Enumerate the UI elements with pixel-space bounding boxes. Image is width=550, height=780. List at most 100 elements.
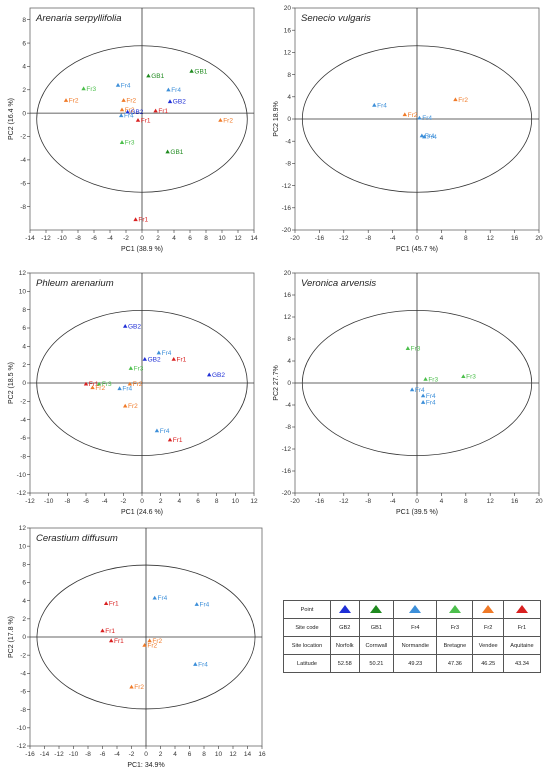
x-tick-label: 8 — [464, 235, 468, 242]
data-point-marker — [165, 149, 170, 154]
x-tick-label: 16 — [511, 498, 519, 505]
data-point-label: Fr2 — [134, 684, 144, 691]
data-point-marker — [405, 346, 411, 350]
y-tick-label: 6 — [22, 40, 26, 47]
x-tick-label: 12 — [229, 751, 237, 758]
data-point-marker — [372, 102, 377, 107]
data-point-marker — [133, 217, 138, 222]
data-point-label: Fr1 — [109, 601, 119, 608]
legend-table: Point Site code GB2 GB1 Fr4 Fr3 Fr2 Fr1 … — [283, 600, 542, 673]
y-tick-label: -10 — [17, 725, 27, 732]
legend-row-latitude: Latitude 52.58 50.21 49.23 47.36 46.25 4… — [283, 654, 542, 673]
y-tick-label: -20 — [282, 490, 292, 497]
data-point-label: Fr4 — [121, 82, 131, 89]
x-tick-label: 6 — [196, 498, 200, 505]
x-tick-label: 0 — [415, 498, 419, 505]
y-axis-label: PC2 (17.8 %) — [8, 616, 15, 658]
x-tick-label: -2 — [129, 751, 135, 758]
data-point-marker — [420, 393, 426, 398]
data-point-label: Fr2 — [128, 403, 138, 410]
y-tick-label: -8 — [285, 161, 291, 168]
x-tick-label: -2 — [123, 235, 129, 242]
data-point-label: Fr2 — [69, 98, 79, 105]
x-tick-label: 8 — [215, 498, 219, 505]
x-tick-label: -8 — [85, 751, 91, 758]
data-point-label: Fr2 — [147, 642, 157, 649]
legend-header-point: Point — [283, 600, 331, 619]
y-tick-label: 8 — [287, 336, 291, 343]
chart-phleum-svg: -12 -10 -8 -6 -4 -2 0 2 4 6 8 10 12 -12 -10 -8 -6 -4 -2 0 2 4… — [8, 270, 258, 516]
triangle-icon — [338, 604, 351, 613]
chart-title: Senecio vulgaris — [301, 13, 371, 24]
y-tick-label: -20 — [282, 227, 292, 234]
y-tick-label: -6 — [20, 689, 26, 696]
data-point-label: Fr4 — [122, 386, 132, 393]
legend-cell: Norfolk — [330, 636, 360, 655]
data-point-marker — [171, 356, 176, 361]
data-point-marker — [103, 601, 109, 605]
y-tick-label: -2 — [20, 399, 26, 406]
data-point-label: Fr1 — [138, 217, 148, 224]
legend-symbol-fr2 — [472, 600, 504, 619]
legend-row-label: Latitude — [283, 654, 331, 673]
y-tick-label: 2 — [22, 362, 26, 369]
legend-row-site-code: Site code GB2 GB1 Fr4 Fr3 Fr2 Fr1 — [283, 618, 542, 637]
x-tick-label: -16 — [25, 751, 35, 758]
x-tick-label: -12 — [41, 235, 51, 242]
x-tick-label: 8 — [464, 498, 468, 505]
chart-arenaria-svg: -14 -12 -10 -8 -6 -4 -2 0 2 4 6 8 10 12 14 -8 -6 -4 -2 0 2 4 6… — [8, 7, 258, 253]
data-point-marker — [461, 374, 466, 378]
y-tick-label: -12 — [282, 446, 292, 453]
x-tick-label: 4 — [440, 235, 444, 242]
data-point-label: Fr2 — [408, 112, 418, 119]
x-tick-label: 16 — [258, 751, 266, 758]
y-axis-label: PC2 18.9% — [273, 101, 280, 136]
y-tick-label: -8 — [20, 707, 26, 714]
x-tick-label: 12 — [250, 498, 258, 505]
legend-cell: Vendee — [472, 636, 504, 655]
data-point-marker — [189, 68, 194, 73]
data-point-label: Fr4 — [200, 602, 210, 609]
legend-symbol-fr1 — [502, 600, 542, 619]
data-point-marker — [417, 115, 422, 120]
legend-cell: 49.23 — [393, 654, 438, 673]
x-tick-label: 2 — [159, 498, 163, 505]
y-tick-label: 10 — [19, 289, 27, 296]
data-point-label: Fr3 — [134, 366, 144, 373]
x-axis-label: PC1 (38.9 %) — [121, 246, 163, 253]
x-tick-label: 12 — [487, 498, 495, 505]
data-point-label: Fr3 — [125, 140, 135, 147]
triangle-icon — [448, 604, 461, 613]
legend-cell: Normandie — [393, 636, 438, 655]
x-tick-label: -4 — [114, 751, 120, 758]
data-point-label: Fr2 — [126, 98, 136, 105]
y-tick-label: 4 — [22, 344, 26, 351]
x-tick-label: -10 — [44, 498, 54, 505]
data-point-marker — [166, 87, 171, 92]
x-tick-label: 2 — [156, 235, 160, 242]
data-point-marker — [207, 372, 212, 377]
data-point-label: Fr1 — [114, 638, 124, 645]
y-tick-label: 12 — [284, 314, 292, 321]
data-point-label: Fr2 — [125, 107, 135, 114]
x-tick-label: -16 — [315, 498, 325, 505]
data-point-label: GB1 — [151, 73, 164, 80]
chart-veronica-svg: -20 -16 -12 -8 -4 0 4 8 12 16 20 -20 -16 -12 -8 -4 0 4 8 12… — [273, 270, 543, 516]
y-tick-label: -8 — [20, 454, 26, 461]
data-point-label: Fr1 — [158, 108, 168, 115]
data-point-marker — [218, 117, 223, 122]
data-point-label: Fr2 — [223, 117, 233, 124]
y-tick-label: 0 — [22, 380, 26, 387]
y-axis-label: PC2 27.7% — [273, 365, 280, 400]
data-point-label: Fr4 — [162, 350, 172, 357]
x-tick-label: 4 — [440, 498, 444, 505]
data-point-label: GB1 — [170, 149, 183, 156]
y-tick-label: 12 — [284, 50, 292, 57]
data-point-label: Fr1 — [177, 356, 187, 363]
y-tick-label: -4 — [285, 138, 291, 145]
data-point-marker — [453, 97, 458, 102]
y-tick-label: -16 — [282, 468, 292, 475]
y-tick-label: -12 — [282, 183, 292, 190]
legend-cell: Fr1 — [502, 618, 542, 637]
y-tick-label: 8 — [287, 72, 291, 79]
